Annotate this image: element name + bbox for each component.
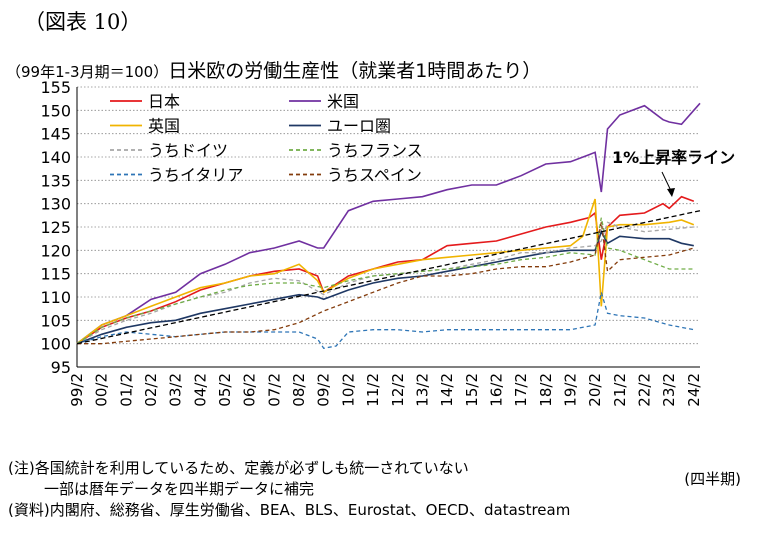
series-line <box>76 195 695 345</box>
x-tick-label: 24/2 <box>685 373 703 407</box>
x-tick-label: 01/2 <box>117 373 135 407</box>
y-tick-label: 150 <box>40 101 71 120</box>
series-line <box>77 222 694 345</box>
y-tick-label: 135 <box>40 171 71 190</box>
x-tick-label: 18/2 <box>537 373 555 407</box>
x-tick-label: 22/2 <box>635 373 653 407</box>
series-line <box>76 198 695 345</box>
legend-label: 英国 <box>148 117 180 136</box>
x-tick-label: 99/2 <box>68 373 86 407</box>
chart-title-line: （99年1-3月期＝100）日米欧の労働生産性（就業者1時間あたり） <box>6 56 541 83</box>
y-tick-label: 120 <box>40 241 71 260</box>
y-tick-label: 110 <box>40 288 71 307</box>
chart-title: 日米欧の労働生産性（就業者1時間あたり） <box>168 60 542 82</box>
x-tick-label: 03/2 <box>167 373 185 407</box>
x-tick-label: 02/2 <box>142 373 160 407</box>
x-tick-label: 12/2 <box>389 373 407 407</box>
x-tick-label: 11/2 <box>364 373 382 407</box>
x-tick-label: 15/2 <box>463 373 481 407</box>
note-source: (資料)内閣府、総務省、厚生労働省、BEA、BLS、Eurostat、OECD、… <box>8 501 571 519</box>
x-tick-label: 17/2 <box>512 373 530 407</box>
series-line <box>76 210 701 345</box>
series-line <box>76 102 701 345</box>
x-axis-unit: (四半期) <box>684 470 741 488</box>
y-tick-label: 155 <box>40 78 71 97</box>
note-definition: (注)各国統計を利用しているため、定義が必ずしも統一されていない <box>8 459 469 477</box>
x-tick-label: 19/2 <box>561 373 579 407</box>
legend-label: ユーロ圏 <box>327 117 391 136</box>
x-tick-label: 07/2 <box>265 373 283 407</box>
x-tick-label: 04/2 <box>191 373 209 407</box>
legend-label: 日本 <box>148 92 180 111</box>
x-tick-label: 08/2 <box>290 373 308 407</box>
legend-label: 米国 <box>327 92 359 111</box>
y-tick-label: 145 <box>40 125 71 144</box>
x-tick-label: 16/2 <box>487 373 505 407</box>
legend-label: うちドイツ <box>148 141 228 160</box>
y-tick-label: 105 <box>40 311 71 330</box>
x-tick-label: 05/2 <box>216 373 234 407</box>
x-tick-label: 09/2 <box>315 373 333 407</box>
legend-label: うちスペイン <box>327 166 422 185</box>
y-tick-label: 95 <box>51 358 71 377</box>
x-tick-label: 00/2 <box>93 373 111 407</box>
x-tick-label: 06/2 <box>241 373 259 407</box>
x-tick-label: 21/2 <box>611 373 629 407</box>
annotation-label: 1%上昇率ライン <box>612 148 735 167</box>
legend-label: うちイタリア <box>148 166 243 185</box>
series-line <box>76 229 694 345</box>
chart-unit: （99年1-3月期＝100） <box>6 63 169 81</box>
x-tick-label: 20/2 <box>586 373 604 407</box>
y-tick-label: 100 <box>40 335 71 354</box>
x-tick-label: 14/2 <box>438 373 456 407</box>
x-tick-label: 13/2 <box>413 373 431 407</box>
y-tick-label: 140 <box>40 148 71 167</box>
series-line <box>76 221 694 345</box>
x-tick-label: 10/2 <box>339 373 357 407</box>
y-tick-label: 130 <box>40 195 71 214</box>
note-interpolation: 一部は暦年データを四半期データに補完 <box>44 480 315 498</box>
legend-label: うちフランス <box>327 141 423 160</box>
y-tick-label: 115 <box>40 265 71 284</box>
annotation-arrowhead <box>667 188 675 197</box>
y-tick-label: 125 <box>40 218 71 237</box>
x-tick-label: 23/2 <box>660 373 678 407</box>
figure-label: （図表 10） <box>24 10 142 34</box>
